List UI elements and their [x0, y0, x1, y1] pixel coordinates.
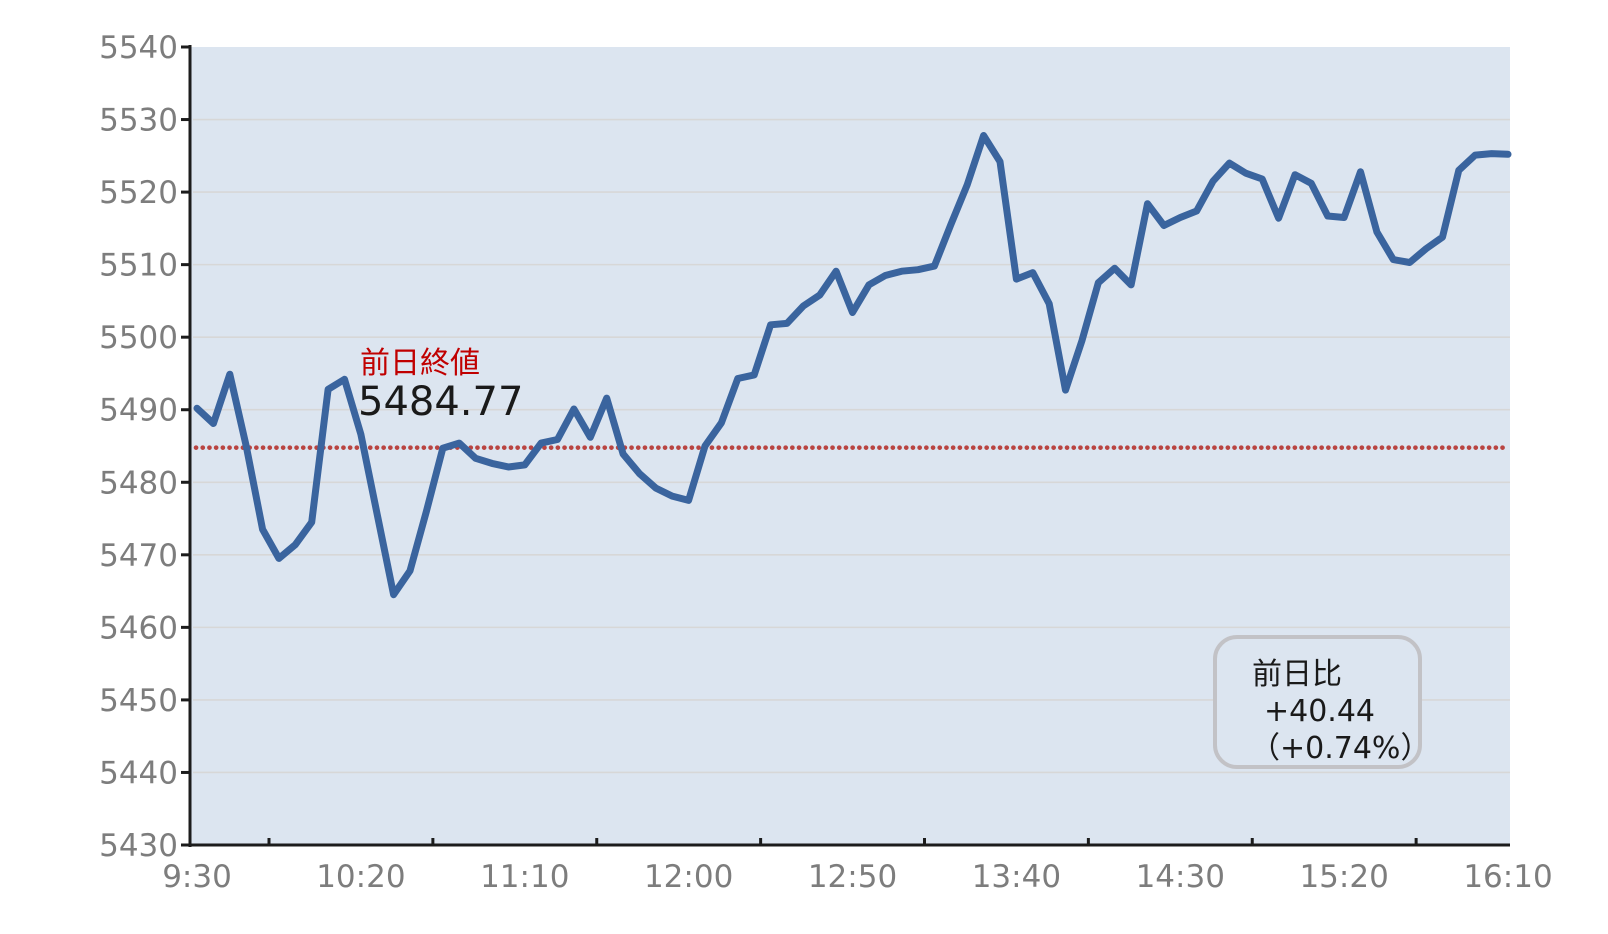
- y-axis-label: 5520: [99, 175, 178, 211]
- x-axis-label: 12:00: [644, 859, 733, 895]
- price-line: [193, 132, 1512, 599]
- y-axis-label: 5450: [99, 683, 178, 719]
- change-value: +40.44: [1264, 694, 1375, 729]
- x-axis-label: 11:10: [480, 859, 569, 895]
- x-axis-labels: 9:30 10:20 11:10 12:00 12:50 13:40 14:30 15:20 1…: [162, 859, 1552, 895]
- x-axis-label: 9:30: [162, 859, 232, 895]
- y-axis-label: 5530: [99, 103, 178, 139]
- y-axis-labels: 5430 5440 5450 5460 5470 5480 5490 5500 5510 5520…: [99, 30, 178, 864]
- change-box: 前日比 +40.44 （+0.74%）: [1213, 635, 1430, 769]
- y-axis-label: 5430: [99, 828, 178, 864]
- x-axis-label: 13:40: [972, 859, 1061, 895]
- y-axis-label: 5540: [99, 30, 178, 66]
- x-axis-label: 16:10: [1463, 859, 1552, 895]
- y-axis-label: 5490: [99, 393, 178, 429]
- x-axis-label: 12:50: [808, 859, 897, 895]
- y-axis-label: 5510: [99, 248, 178, 284]
- change-percent: （+0.74%）: [1250, 731, 1430, 766]
- x-axis-label: 15:20: [1299, 859, 1388, 895]
- prev-close-annotation: 前日終値 5484.77: [358, 346, 523, 425]
- y-axis-label: 5500: [99, 320, 178, 356]
- gridlines: [193, 118, 1510, 774]
- y-axis-label: 5480: [99, 465, 178, 501]
- change-box-border: [1213, 635, 1422, 769]
- y-axis-label: 5470: [99, 538, 178, 574]
- y-axis-label: 5440: [99, 755, 178, 791]
- prev-close-label: 前日終値: [360, 346, 480, 381]
- change-box-title: 前日比: [1252, 657, 1342, 692]
- y-axis-label: 5460: [99, 610, 178, 646]
- x-axis-label: 14:30: [1136, 859, 1225, 895]
- prev-close-value: 5484.77: [358, 379, 523, 425]
- x-axis-label: 10:20: [316, 859, 405, 895]
